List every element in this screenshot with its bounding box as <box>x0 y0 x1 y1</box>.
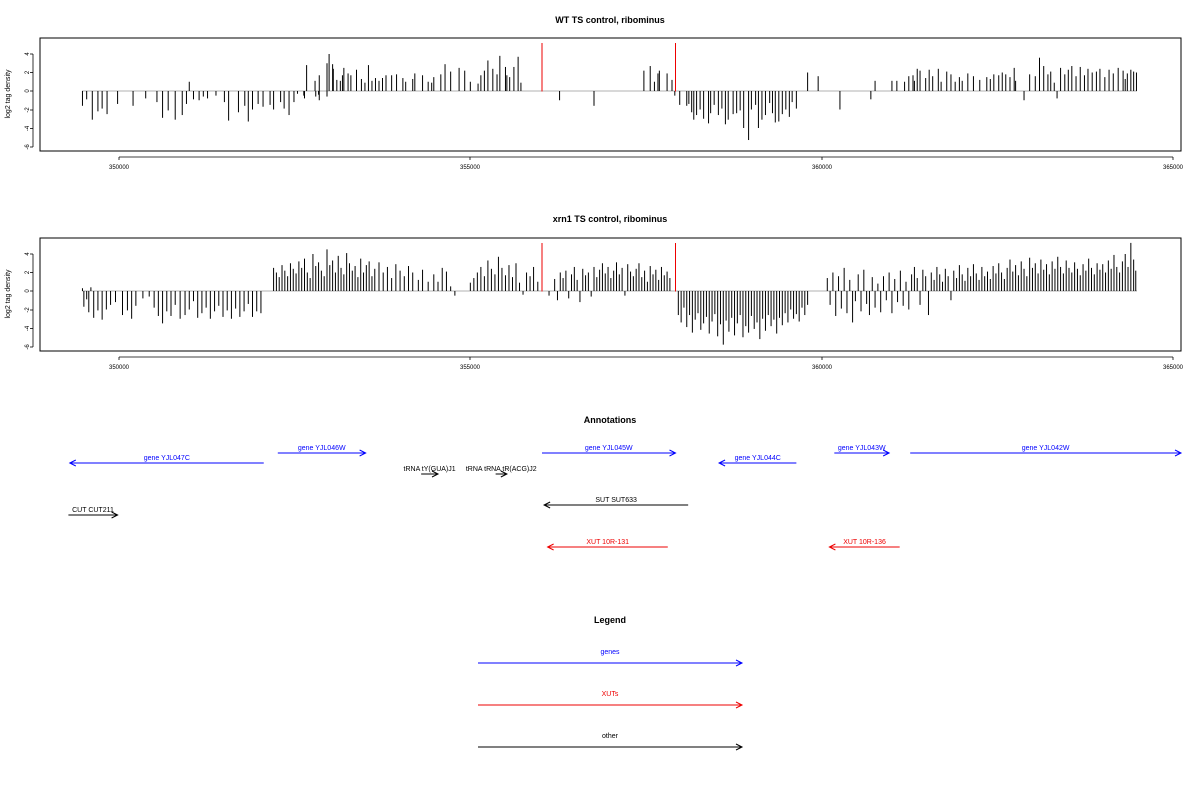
feature-label: gene YJL046W <box>298 445 346 452</box>
feature-label: SUT SUT633 <box>595 497 637 504</box>
x-tick-label: 365000 <box>1163 165 1184 171</box>
feature-arrow <box>834 449 891 457</box>
x-axis-xrn1: 350000 355000 360000 365000 <box>109 356 1184 371</box>
x-tick-label: 355000 <box>460 165 481 171</box>
feature-label: CUT CUT211 <box>72 507 114 514</box>
chart-title-xrn1: xrn1 TS control, ribominus <box>553 214 668 224</box>
feature-arrow <box>68 511 119 519</box>
feature-arrow <box>68 459 264 467</box>
x-tick-label: 355000 <box>460 365 481 371</box>
feature-label: tRNA tY(GUA)J1 <box>404 466 456 473</box>
legend-arrow <box>478 743 744 751</box>
y-tick-label: -4 <box>25 325 31 331</box>
x-tick-label: 350000 <box>109 165 130 171</box>
x-axis-wt: 350000 355000 360000 365000 <box>109 156 1184 171</box>
y-axis-label-wt: log2 tag density <box>5 69 12 119</box>
y-tick-label: -2 <box>25 107 31 113</box>
legend-arrow <box>478 659 744 667</box>
feature-arrow <box>910 449 1183 457</box>
feature-arrow <box>717 459 797 467</box>
y-tick-label: -6 <box>25 344 31 350</box>
x-tick-label: 365000 <box>1163 365 1184 371</box>
annotations-title: Annotations <box>584 415 637 425</box>
feature-arrow <box>542 501 689 509</box>
feature-arrow <box>421 470 440 478</box>
y-tick-label: 2 <box>25 270 31 274</box>
x-tick-label: 360000 <box>812 365 833 371</box>
feature-label: gene YJL042W <box>1022 445 1070 452</box>
feature-label: gene YJL045W <box>585 445 633 452</box>
chart-title-wt: WT TS control, ribominus <box>555 15 665 25</box>
y-tick-label: -4 <box>25 125 31 131</box>
feature-label: tRNA tRNA tR(ACG)J2 <box>466 466 537 473</box>
feature-label: gene YJL044C <box>735 455 781 462</box>
annotations-track: Annotations gene YJL047C gene YJL046W tRNA… <box>68 415 1183 551</box>
y-tick-label: 0 <box>25 89 31 93</box>
y-tick-label: 4 <box>25 52 31 56</box>
y-tick-label: 2 <box>25 70 31 74</box>
markers-xrn1 <box>541 243 677 292</box>
x-tick-label: 360000 <box>812 165 833 171</box>
feature-label: XUT 10R-136 <box>843 539 886 546</box>
legend: Legend genes XUTs other <box>478 615 744 751</box>
x-tick-label: 350000 <box>109 365 130 371</box>
panel-xrn1: xrn1 TS control, ribominus log2 tag dens… <box>5 214 1184 371</box>
y-tick-label: -2 <box>25 307 31 313</box>
y-tick-label: 4 <box>25 252 31 256</box>
markers-wt <box>541 43 677 92</box>
plot-frame-wt <box>39 37 1182 152</box>
feature-arrow <box>277 449 367 457</box>
legend-arrow <box>478 701 744 709</box>
y-axis-label-xrn1: log2 tag density <box>5 269 12 319</box>
legend-label: other <box>602 733 619 740</box>
y-tick-label: 0 <box>25 289 31 293</box>
panel-wt: WT TS control, ribominus log2 tag densit… <box>5 15 1184 171</box>
plot-frame-xrn1 <box>39 237 1182 352</box>
feature-arrow <box>828 543 900 551</box>
bars-xrn1 <box>81 242 1137 345</box>
legend-label: genes <box>600 649 620 656</box>
feature-arrow <box>542 449 677 457</box>
legend-label: XUTs <box>602 691 619 698</box>
y-axis-wt: -6 -4 -2 0 2 4 <box>25 52 34 150</box>
feature-label: gene YJL047C <box>144 455 190 462</box>
annotation-features: gene YJL047C gene YJL046W tRNA tY(GUA)J1 tR… <box>68 445 1183 551</box>
feature-arrow <box>495 470 508 478</box>
legend-items: genes XUTs other <box>478 649 744 751</box>
bars-wt <box>81 54 1137 141</box>
feature-label: XUT 10R-131 <box>586 539 629 546</box>
feature-label: gene YJL043W <box>838 445 886 452</box>
legend-title: Legend <box>594 615 626 625</box>
y-axis-xrn1: -6 -4 -2 0 2 4 <box>25 252 34 350</box>
feature-arrow <box>546 543 668 551</box>
y-tick-label: -6 <box>25 144 31 150</box>
